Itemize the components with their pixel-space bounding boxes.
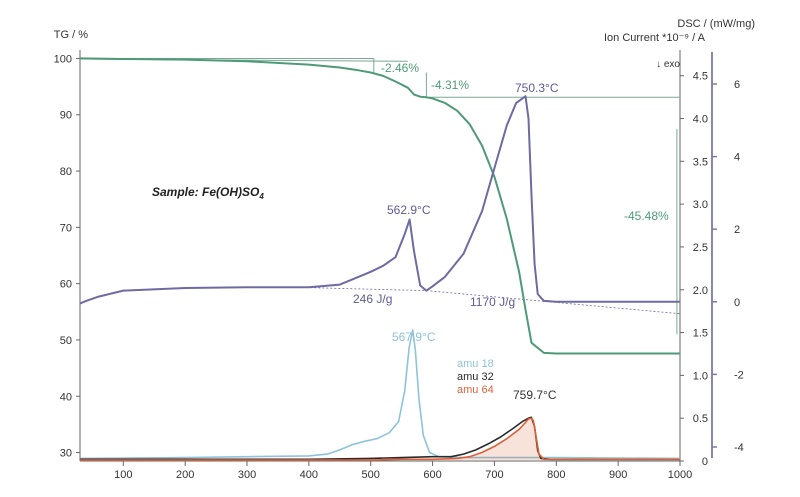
dsc-tick-label: 2.5 xyxy=(693,242,708,254)
tg-step1-label: -2.46% xyxy=(381,61,419,75)
dsc-tick-label: 3.0 xyxy=(693,199,708,211)
dsc-tick-label: 2.0 xyxy=(693,285,708,297)
x-tick-label: 700 xyxy=(485,469,503,481)
enthalpy1-label: 246 J/g xyxy=(353,292,392,306)
dsc-tick-label: 4.5 xyxy=(693,71,708,83)
dsc-tick-label: 0.5 xyxy=(693,413,708,425)
x-tick-label: 600 xyxy=(423,469,441,481)
ion-tick-label: 4 xyxy=(734,152,740,164)
x-tick-label: 500 xyxy=(362,469,380,481)
dsc-tick-label: 1.0 xyxy=(693,370,708,382)
tg-tick-label: 40 xyxy=(60,391,72,403)
x-tick-label: 300 xyxy=(238,469,256,481)
legend-amu32: amu 32 xyxy=(457,371,494,383)
tg-axis-title: TG / % xyxy=(54,29,88,41)
enthalpy2-label: 1170 J/g xyxy=(470,295,515,309)
ion-tick-label: -2 xyxy=(734,369,744,381)
ion-tick-label: 2 xyxy=(734,224,740,236)
x-tick-label: 400 xyxy=(300,469,318,481)
dsc-baseline-1 xyxy=(290,286,427,292)
legend-amu18: amu 18 xyxy=(457,358,494,370)
amu18-series-line xyxy=(79,329,681,460)
tg-tick-label: 50 xyxy=(60,335,72,347)
dsc-axis-title: DSC / (mW/mg) xyxy=(677,18,755,30)
x-tick-label: 1000 xyxy=(668,469,692,481)
tg-tick-label: 90 xyxy=(60,110,72,122)
sample-label: Sample: Fe(OH)SO4 xyxy=(152,185,264,201)
tg-tick-label: 100 xyxy=(54,53,72,65)
dsc-tick-label: 4.0 xyxy=(693,114,708,126)
tg-step3-label: -45.48% xyxy=(624,209,669,223)
dsc-tick-label: 3.5 xyxy=(693,156,708,168)
ion-axis-title: Ion Current *10⁻⁹ / A xyxy=(604,32,706,44)
x-tick-label: 100 xyxy=(114,469,132,481)
ion-tick-label: 6 xyxy=(734,79,740,91)
tg-series-line xyxy=(79,57,680,355)
tg-tick-label: 80 xyxy=(60,166,72,178)
tg-tick-label: 30 xyxy=(60,448,72,460)
dsc-tick-label: 1.5 xyxy=(693,328,708,340)
dsc-baseline-2 xyxy=(426,290,681,315)
dsc-tick-label: 0 xyxy=(702,456,708,468)
amu64-fill xyxy=(80,418,680,461)
amu64-series-line xyxy=(80,417,680,461)
x-tick-label: 800 xyxy=(547,469,565,481)
tg-tick-label: 70 xyxy=(60,222,72,234)
x-tick-label: 200 xyxy=(176,469,194,481)
ms-peak2-label: 759.7°C xyxy=(513,388,557,402)
tg-tick-label: 60 xyxy=(60,279,72,291)
ion-tick-label: 0 xyxy=(734,297,740,309)
legend-amu64: amu 64 xyxy=(457,384,494,396)
tg-step2-label: -4.31% xyxy=(431,78,469,92)
dsc-peak2-label: 750.3°C xyxy=(515,81,559,95)
dsc-series-line xyxy=(79,95,680,305)
x-tick-label: 900 xyxy=(609,469,627,481)
exo-label: ↓ exo xyxy=(656,59,680,70)
dsc-peak1-label: 562.9°C xyxy=(387,203,431,217)
ion-tick-label: -4 xyxy=(734,442,744,454)
sample-label-subscript: 4 xyxy=(258,192,264,201)
sample-label-text: Sample: Fe(OH)SO xyxy=(152,185,260,199)
amu32-series-line xyxy=(80,416,680,461)
